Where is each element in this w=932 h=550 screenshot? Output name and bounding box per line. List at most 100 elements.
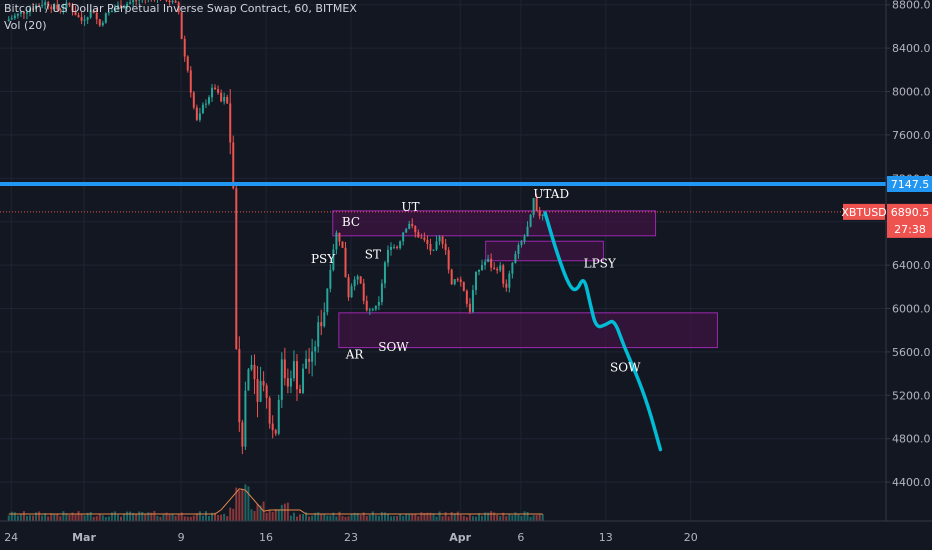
- candle-body: [511, 263, 514, 274]
- candle-body: [305, 358, 308, 369]
- candle-body: [180, 12, 183, 39]
- volume-bar: [423, 513, 426, 521]
- candle-body: [399, 241, 402, 249]
- candle-body: [447, 250, 450, 270]
- candle-body: [241, 422, 244, 447]
- volume-bar: [138, 511, 141, 521]
- candle-body: [456, 279, 459, 281]
- candle-body: [459, 279, 462, 283]
- volume-bar: [402, 515, 405, 521]
- annotation-label: PSY: [311, 252, 336, 266]
- range-boxes[interactable]: [332, 210, 718, 349]
- candle-body: [235, 188, 238, 350]
- candle-body: [7, 19, 10, 21]
- volume-bar: [113, 511, 116, 521]
- candle-body: [341, 241, 344, 248]
- candle-body: [329, 269, 332, 289]
- candle-body: [523, 236, 526, 242]
- candle-body: [189, 70, 192, 93]
- volume-bar: [123, 513, 126, 521]
- volume-bar: [535, 515, 538, 521]
- annotation-label: ST: [365, 248, 381, 262]
- candle-body: [35, 5, 38, 9]
- candle-body: [253, 364, 256, 380]
- volume-bar: [377, 515, 380, 521]
- volume-bar: [456, 511, 459, 521]
- candle-body: [502, 265, 505, 284]
- volume-bar: [414, 513, 417, 521]
- price-axis-background: [886, 0, 932, 550]
- wyckoff-annotations: PSY BC ST UT AR SOW UTAD LPSY SOW: [311, 187, 641, 375]
- candle-body: [371, 309, 374, 311]
- candle-body: [89, 10, 92, 18]
- candle-body: [338, 232, 341, 242]
- candle-body: [226, 96, 229, 104]
- volume-bar: [441, 516, 444, 521]
- projection-line[interactable]: [543, 211, 663, 452]
- volume-bar: [32, 515, 35, 521]
- candle-body: [95, 12, 98, 20]
- volume-bar: [274, 509, 277, 521]
- volume-bar: [16, 515, 19, 521]
- volume-bar: [465, 516, 468, 521]
- price-tick-label: 8400.0: [892, 42, 931, 55]
- volume-bar: [390, 516, 393, 521]
- volume-bar: [329, 515, 332, 521]
- volume-bar: [80, 514, 83, 521]
- candle-body: [347, 277, 350, 298]
- volume-bar: [232, 508, 235, 521]
- candle-body: [44, 2, 47, 6]
- volume-bar: [180, 512, 183, 521]
- candle-body: [289, 378, 292, 387]
- level-lines[interactable]: [0, 181, 886, 213]
- annotation-label: AR: [345, 347, 365, 361]
- volume-bar: [299, 514, 302, 521]
- price-tick-label: 6000.0: [892, 303, 931, 316]
- volume-bar: [532, 515, 535, 521]
- volume-bar: [499, 516, 502, 521]
- volume-bar: [74, 514, 77, 521]
- candle-body: [53, 4, 56, 10]
- candle-body: [465, 290, 468, 304]
- candle-body: [207, 97, 210, 104]
- candle-body: [484, 261, 487, 266]
- candle-body: [487, 258, 490, 262]
- range-box[interactable]: [338, 312, 718, 349]
- volume-bar: [235, 487, 238, 521]
- candle-body: [368, 309, 371, 311]
- volume-bar: [462, 515, 465, 521]
- volume-indicator-label[interactable]: Vol (20): [4, 19, 47, 32]
- candle-body: [171, 0, 174, 3]
- candle-body: [238, 349, 241, 423]
- volume-bar: [107, 516, 110, 521]
- candle-body: [441, 236, 444, 244]
- time-tick-label: 9: [178, 531, 185, 544]
- volume-bar: [432, 513, 435, 521]
- candle-body: [508, 273, 511, 288]
- candle-body: [423, 237, 426, 240]
- time-axis[interactable]: 24 Mar 9 16 23 Apr 6 13 20: [0, 520, 932, 550]
- candle-body: [450, 269, 453, 285]
- volume-bar: [56, 514, 59, 521]
- volume-bar: [344, 516, 347, 521]
- candle-body: [365, 300, 368, 311]
- candle-body: [326, 288, 329, 313]
- candle-body: [74, 11, 77, 16]
- candle-body: [320, 322, 323, 327]
- volume-bar: [411, 513, 414, 521]
- candle-body: [386, 249, 389, 263]
- volume-bar: [502, 512, 505, 521]
- candle-body: [471, 290, 474, 312]
- volume-bar: [129, 511, 132, 521]
- price-axis[interactable]: 8800.08400.08000.07600.07200.06800.06400…: [885, 0, 932, 550]
- projection-path[interactable]: [543, 211, 663, 452]
- volume-bar: [211, 512, 214, 521]
- volume-bar: [435, 516, 438, 521]
- volume-bar: [98, 514, 101, 521]
- candle-body: [195, 107, 198, 120]
- time-tick-label: 16: [259, 531, 273, 544]
- volume-bar: [59, 516, 62, 521]
- candle-body: [414, 225, 417, 233]
- range-box[interactable]: [332, 210, 657, 237]
